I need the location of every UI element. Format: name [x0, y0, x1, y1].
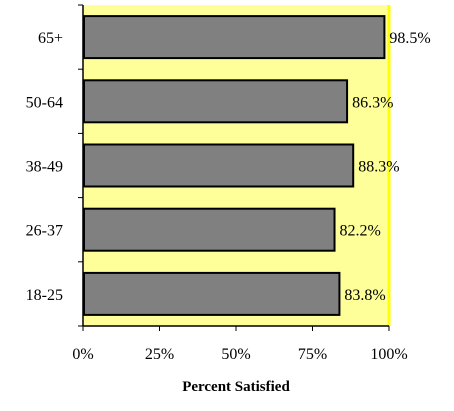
data-label: 83.8%: [344, 287, 385, 304]
data-label: 82.2%: [340, 223, 381, 240]
x-tick-label: 75%: [298, 346, 327, 363]
category-label: 26-37: [26, 223, 63, 240]
bar: [83, 15, 386, 60]
data-label: 86.3%: [352, 94, 393, 111]
data-label: 98.5%: [389, 30, 430, 47]
bar: [83, 207, 336, 252]
x-axis-title: Percent Satisfied: [182, 379, 290, 395]
category-label: 50-64: [26, 94, 63, 111]
bar: [83, 143, 355, 188]
x-tick-label: 100%: [370, 346, 407, 363]
data-label: 88.3%: [358, 159, 399, 176]
bar: [83, 79, 349, 124]
x-tick-label: 0%: [72, 346, 93, 363]
bars-group: [83, 15, 386, 316]
category-label: 38-49: [26, 159, 63, 176]
category-label: 65+: [38, 30, 63, 47]
x-tick-label: 50%: [221, 346, 250, 363]
axes-group: [78, 4, 391, 331]
x-tick-label: 25%: [145, 346, 174, 363]
bar: [83, 271, 341, 316]
labels-group: 65+ 98.5% 50-64 86.3% 38-49 88.3% 26-37 82.2% 18…: [26, 30, 431, 363]
category-label: 18-25: [26, 287, 63, 304]
